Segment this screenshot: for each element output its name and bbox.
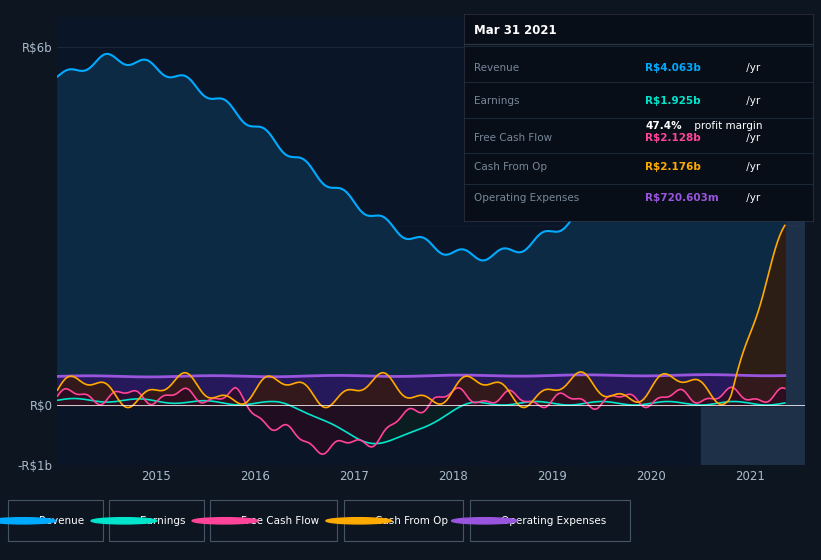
Circle shape <box>326 517 392 524</box>
Text: /yr: /yr <box>743 96 760 106</box>
Circle shape <box>91 517 157 524</box>
Text: R$2.176b: R$2.176b <box>645 162 701 172</box>
Text: R$2.128b: R$2.128b <box>645 133 701 143</box>
Text: Earnings: Earnings <box>140 516 186 526</box>
Text: Earnings: Earnings <box>475 96 520 106</box>
Text: 47.4%: 47.4% <box>645 121 682 131</box>
Text: /yr: /yr <box>743 193 760 203</box>
Text: /yr: /yr <box>743 63 760 73</box>
Text: Free Cash Flow: Free Cash Flow <box>241 516 319 526</box>
Circle shape <box>452 517 517 524</box>
FancyBboxPatch shape <box>8 501 103 541</box>
Bar <box>700 17 805 465</box>
Text: R$720.603m: R$720.603m <box>645 193 719 203</box>
FancyBboxPatch shape <box>210 501 337 541</box>
Text: /yr: /yr <box>743 162 760 172</box>
Circle shape <box>0 517 56 524</box>
FancyBboxPatch shape <box>470 501 630 541</box>
Text: Revenue: Revenue <box>475 63 520 73</box>
Text: Cash From Op: Cash From Op <box>475 162 548 172</box>
Circle shape <box>192 517 258 524</box>
Text: Cash From Op: Cash From Op <box>375 516 448 526</box>
Text: Operating Expenses: Operating Expenses <box>501 516 606 526</box>
Text: Free Cash Flow: Free Cash Flow <box>475 133 553 143</box>
Text: Mar 31 2021: Mar 31 2021 <box>475 25 557 38</box>
Text: /yr: /yr <box>743 133 760 143</box>
Text: R$4.063b: R$4.063b <box>645 63 701 73</box>
Text: profit margin: profit margin <box>690 121 762 131</box>
FancyBboxPatch shape <box>344 501 463 541</box>
Text: R$1.925b: R$1.925b <box>645 96 701 106</box>
FancyBboxPatch shape <box>109 501 204 541</box>
Text: Operating Expenses: Operating Expenses <box>475 193 580 203</box>
Text: Revenue: Revenue <box>39 516 85 526</box>
